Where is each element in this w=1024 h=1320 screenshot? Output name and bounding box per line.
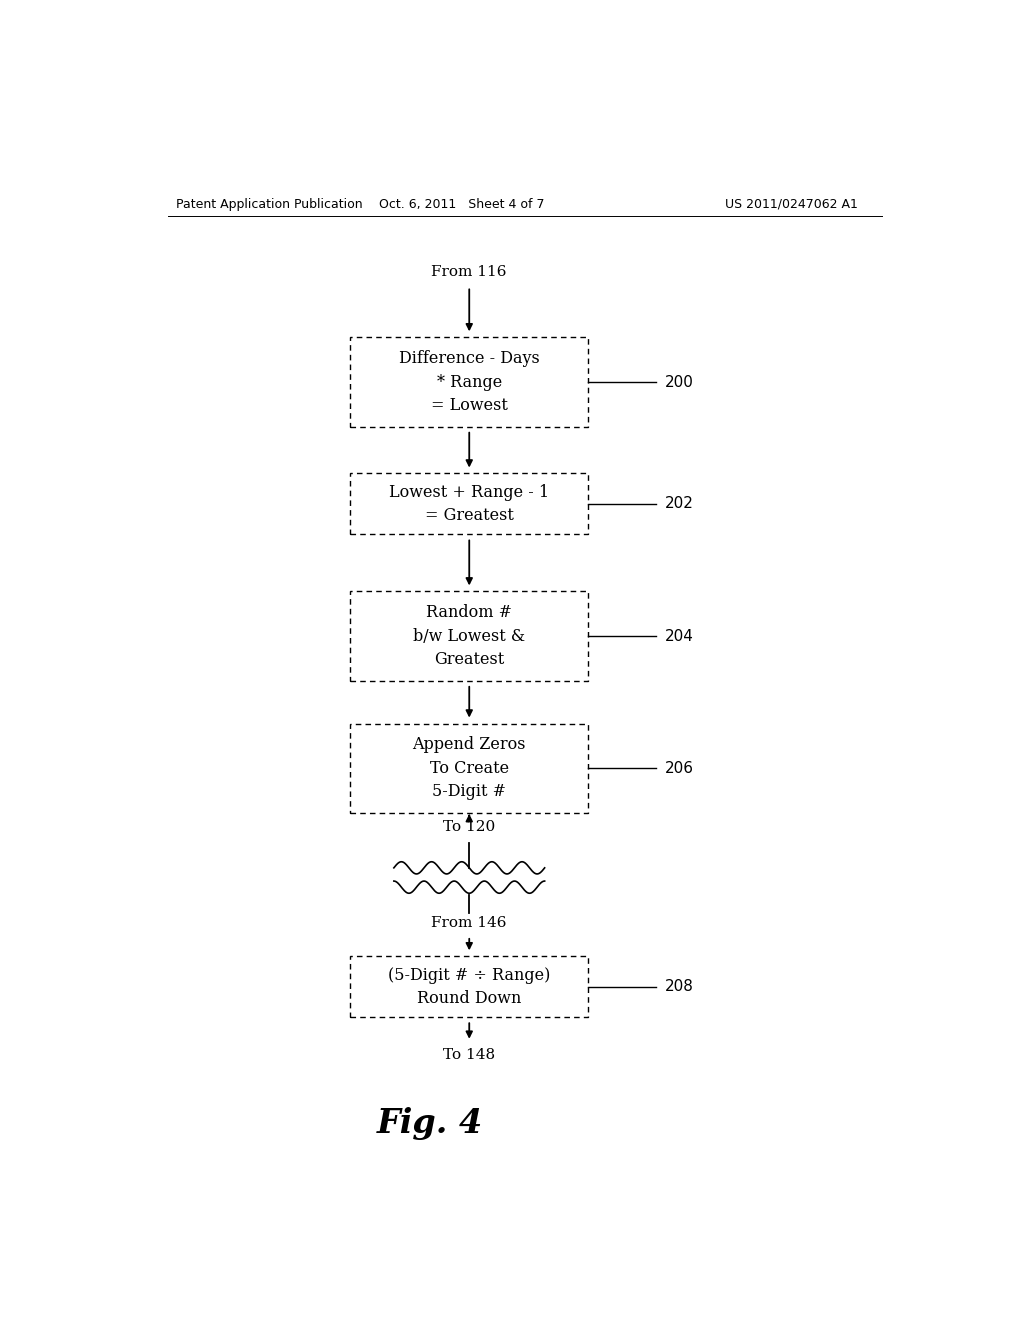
- Text: Lowest + Range - 1
= Greatest: Lowest + Range - 1 = Greatest: [389, 483, 549, 524]
- Text: Append Zeros
To Create
5-Digit #: Append Zeros To Create 5-Digit #: [413, 737, 526, 800]
- Text: From 146: From 146: [431, 916, 507, 929]
- Text: 202: 202: [666, 496, 694, 511]
- Text: Random #
b/w Lowest &
Greatest: Random # b/w Lowest & Greatest: [414, 605, 525, 668]
- Text: 208: 208: [666, 979, 694, 994]
- Bar: [350, 956, 588, 1018]
- Bar: [350, 591, 588, 681]
- Text: US 2011/0247062 A1: US 2011/0247062 A1: [725, 198, 858, 211]
- Text: (5-Digit # ÷ Range)
Round Down: (5-Digit # ÷ Range) Round Down: [388, 966, 551, 1007]
- Text: 204: 204: [666, 628, 694, 644]
- Text: From 116: From 116: [431, 265, 507, 280]
- Text: Oct. 6, 2011   Sheet 4 of 7: Oct. 6, 2011 Sheet 4 of 7: [379, 198, 544, 211]
- Text: Difference - Days
* Range
= Lowest: Difference - Days * Range = Lowest: [399, 350, 540, 414]
- Text: Fig. 4: Fig. 4: [377, 1107, 482, 1140]
- Text: 206: 206: [666, 760, 694, 776]
- Bar: [350, 338, 588, 426]
- Text: Patent Application Publication: Patent Application Publication: [176, 198, 362, 211]
- Text: To 148: To 148: [443, 1048, 496, 1061]
- Bar: [350, 474, 588, 535]
- Text: 200: 200: [666, 375, 694, 389]
- Text: To 120: To 120: [443, 820, 496, 834]
- Bar: [350, 723, 588, 813]
